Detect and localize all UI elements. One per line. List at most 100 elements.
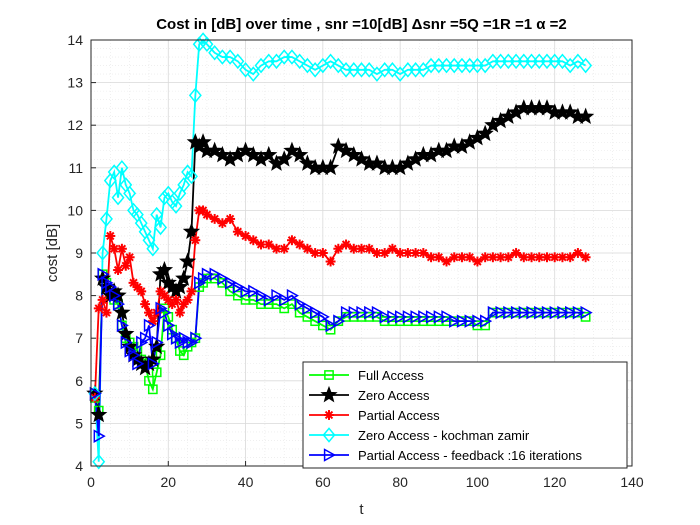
series-2-point xyxy=(175,269,193,286)
x-tick-label: 80 xyxy=(392,474,408,490)
legend-swatch-marker xyxy=(320,385,338,403)
series-3-point xyxy=(240,231,251,241)
series-5-point xyxy=(464,314,477,328)
series-4-point xyxy=(150,206,164,223)
series-5-point xyxy=(174,335,187,350)
x-tick-label: 60 xyxy=(315,474,331,490)
series-3-point xyxy=(256,239,266,250)
series-5-point xyxy=(116,318,129,333)
series-3-point xyxy=(279,243,290,254)
series-5-point xyxy=(136,335,149,350)
series-4-point xyxy=(146,240,160,257)
series-3-point xyxy=(542,252,552,263)
series-5-point xyxy=(232,280,245,294)
series-4-point xyxy=(300,57,314,74)
series-3-point xyxy=(144,307,154,318)
series-5-point xyxy=(120,335,133,350)
series-2-point xyxy=(155,260,174,278)
legend-label: Zero Access - kochman zamir xyxy=(358,428,530,443)
series-5-point xyxy=(240,284,253,299)
series-4-point xyxy=(99,211,113,227)
series-5-point xyxy=(518,305,531,320)
series-3-point xyxy=(472,256,483,267)
series-3-point xyxy=(348,243,359,254)
series-3-point xyxy=(317,248,328,258)
series-5-point xyxy=(197,271,211,286)
series-3-point xyxy=(248,235,259,246)
series-3-point xyxy=(402,248,413,258)
series-4-point xyxy=(362,62,376,78)
series-5-point xyxy=(279,293,292,307)
series-markers xyxy=(86,32,595,470)
series-5-point xyxy=(394,310,408,324)
series-3-point xyxy=(174,307,185,318)
series-5-point xyxy=(433,310,446,324)
series-1-point xyxy=(147,384,158,395)
series-5-point xyxy=(410,310,423,324)
series-4-line xyxy=(93,38,587,462)
series-5-point xyxy=(209,267,222,282)
series-3-point xyxy=(171,294,181,305)
legend-swatch-marker xyxy=(322,427,336,443)
series-3-point xyxy=(511,248,522,258)
series-5-point xyxy=(93,429,106,443)
series-3-point xyxy=(190,235,201,246)
series-2-point xyxy=(538,99,556,116)
series-2-point xyxy=(476,124,494,142)
series-4-point xyxy=(555,53,569,70)
series-3-point xyxy=(116,243,127,254)
series-2-point xyxy=(283,141,301,159)
series-5-point xyxy=(286,288,299,303)
x-tick-label: 0 xyxy=(87,474,95,490)
legend-label: Zero Access xyxy=(358,388,430,403)
series-5-point xyxy=(170,331,184,345)
series-2-point xyxy=(144,350,162,367)
series-5-point xyxy=(449,314,462,328)
y-tick-label: 9 xyxy=(75,245,83,261)
x-tick-label: 40 xyxy=(238,474,254,490)
y-tick-label: 13 xyxy=(67,75,83,91)
legend-entry: Zero Access - kochman zamir xyxy=(309,427,530,443)
series-5-point xyxy=(97,267,110,282)
series-5-point xyxy=(201,267,214,282)
y-tick-label: 5 xyxy=(75,415,83,431)
series-3-point xyxy=(418,248,429,258)
series-5-point xyxy=(139,331,153,345)
series-2-point xyxy=(368,154,386,171)
series-3-point xyxy=(457,252,467,263)
series-3-point xyxy=(487,252,498,263)
series-2-point xyxy=(113,303,131,320)
series-5-point xyxy=(302,301,315,316)
y-axis-label: cost [dB] xyxy=(44,224,61,282)
series-3-point xyxy=(217,218,228,229)
series-2-point xyxy=(345,145,363,163)
series-5-point xyxy=(317,310,330,324)
legend-entry: Partial Access - feedback :16 iterations xyxy=(309,448,583,463)
series-5-point xyxy=(495,305,508,320)
series-5-point xyxy=(182,335,195,350)
series-3-point xyxy=(441,256,452,267)
series-2-point xyxy=(329,137,347,154)
series-3-point xyxy=(341,239,351,250)
x-tick-label: 20 xyxy=(160,474,176,490)
series-4-point xyxy=(571,53,585,70)
series-4-point xyxy=(200,36,214,53)
series-3-point xyxy=(113,265,123,275)
series-4-point xyxy=(92,453,106,470)
series-5-point xyxy=(580,305,593,320)
y-tick-label: 11 xyxy=(68,160,83,176)
series-5-point xyxy=(255,288,269,303)
series-3-point xyxy=(201,209,212,220)
series-3-point xyxy=(225,213,236,224)
series-5-point xyxy=(132,356,145,371)
series-2-point xyxy=(260,145,278,163)
series-5-point xyxy=(356,305,369,320)
y-tick-label: 10 xyxy=(67,202,83,218)
series-2-point xyxy=(178,252,197,269)
series-2-point xyxy=(90,405,108,423)
series-3-point xyxy=(286,235,297,246)
series-3-point xyxy=(503,252,514,263)
series-5-point xyxy=(147,356,160,371)
series-5-point xyxy=(340,305,354,320)
series-3-point xyxy=(387,243,398,254)
